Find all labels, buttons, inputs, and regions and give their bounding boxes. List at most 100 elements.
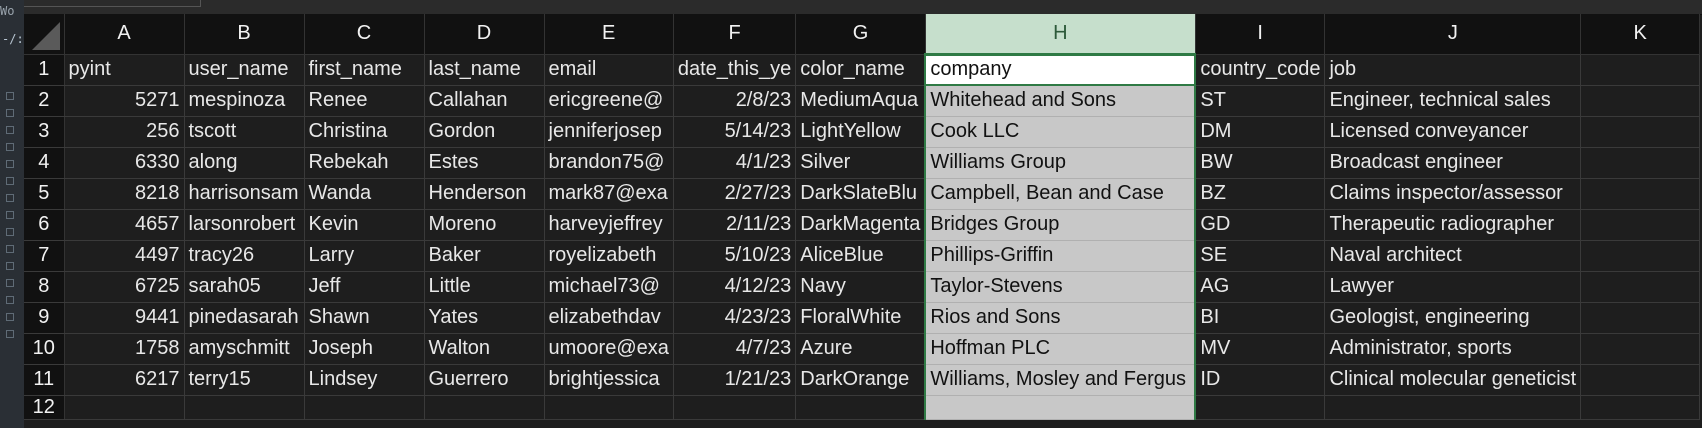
cell-e3[interactable]: jenniferjosep <box>544 116 674 148</box>
cell-c12[interactable] <box>304 395 425 420</box>
column-header-a[interactable]: A <box>64 14 185 55</box>
cell-k12[interactable] <box>1580 395 1701 420</box>
cell-h1[interactable]: company <box>924 53 1197 86</box>
cell-i12[interactable] <box>1195 395 1326 420</box>
cell-a2[interactable]: 5271 <box>64 85 185 117</box>
cell-g6[interactable]: DarkMagenta <box>795 209 926 241</box>
cell-a7[interactable]: 4497 <box>64 240 185 272</box>
cell-f8[interactable]: 4/12/23 <box>673 271 797 303</box>
cell-c11[interactable]: Lindsey <box>304 364 425 396</box>
cell-f12[interactable] <box>673 395 797 420</box>
cell-k7[interactable] <box>1580 240 1701 272</box>
cell-c6[interactable]: Kevin <box>304 209 425 241</box>
cell-j10[interactable]: Administrator, sports <box>1324 333 1582 365</box>
row-header-7[interactable]: 7 <box>24 240 65 272</box>
cell-b7[interactable]: tracy26 <box>184 240 305 272</box>
cell-c9[interactable]: Shawn <box>304 302 425 334</box>
cell-b9[interactable]: pinedasarah <box>184 302 305 334</box>
cell-f4[interactable]: 4/1/23 <box>673 147 797 179</box>
cell-a1[interactable]: pyint <box>64 54 185 86</box>
cell-k5[interactable] <box>1580 178 1701 210</box>
cell-j2[interactable]: Engineer, technical sales <box>1324 85 1582 117</box>
cell-k4[interactable] <box>1580 147 1701 179</box>
cell-h8[interactable]: Taylor-Stevens <box>924 271 1197 303</box>
cell-c7[interactable]: Larry <box>304 240 425 272</box>
cell-b8[interactable]: sarah05 <box>184 271 305 303</box>
cell-k2[interactable] <box>1580 85 1701 117</box>
row-header-1[interactable]: 1 <box>24 54 65 86</box>
cell-a6[interactable]: 4657 <box>64 209 185 241</box>
cell-a10[interactable]: 1758 <box>64 333 185 365</box>
cell-d4[interactable]: Estes <box>424 147 545 179</box>
cell-f11[interactable]: 1/21/23 <box>673 364 797 396</box>
cell-f9[interactable]: 4/23/23 <box>673 302 797 334</box>
cell-i4[interactable]: BW <box>1195 147 1326 179</box>
cell-d1[interactable]: last_name <box>424 54 545 86</box>
cell-f2[interactable]: 2/8/23 <box>673 85 797 117</box>
cell-f5[interactable]: 2/27/23 <box>673 178 797 210</box>
row-header-5[interactable]: 5 <box>24 178 65 210</box>
cell-b1[interactable]: user_name <box>184 54 305 86</box>
cell-d2[interactable]: Callahan <box>424 85 545 117</box>
column-header-g[interactable]: G <box>795 14 926 55</box>
cell-j4[interactable]: Broadcast engineer <box>1324 147 1582 179</box>
cell-b6[interactable]: larsonrobert <box>184 209 305 241</box>
cell-k6[interactable] <box>1580 209 1701 241</box>
cell-j8[interactable]: Lawyer <box>1324 271 1582 303</box>
cell-j6[interactable]: Therapeutic radiographer <box>1324 209 1582 241</box>
cell-g9[interactable]: FloralWhite <box>795 302 926 334</box>
cell-b5[interactable]: harrisonsam <box>184 178 305 210</box>
cell-c5[interactable]: Wanda <box>304 178 425 210</box>
cell-h9[interactable]: Rios and Sons <box>924 302 1197 334</box>
cell-g3[interactable]: LightYellow <box>795 116 926 148</box>
cell-d12[interactable] <box>424 395 545 420</box>
cell-a9[interactable]: 9441 <box>64 302 185 334</box>
cell-h2[interactable]: Whitehead and Sons <box>924 85 1197 117</box>
column-header-k[interactable]: K <box>1580 14 1701 55</box>
cell-a3[interactable]: 256 <box>64 116 185 148</box>
cell-d3[interactable]: Gordon <box>424 116 545 148</box>
row-header-8[interactable]: 8 <box>24 271 65 303</box>
cell-k1[interactable] <box>1580 54 1701 86</box>
cell-d5[interactable]: Henderson <box>424 178 545 210</box>
cell-i9[interactable]: BI <box>1195 302 1326 334</box>
cell-f3[interactable]: 5/14/23 <box>673 116 797 148</box>
cell-g4[interactable]: Silver <box>795 147 926 179</box>
cell-d11[interactable]: Guerrero <box>424 364 545 396</box>
cell-b11[interactable]: terry15 <box>184 364 305 396</box>
cell-a5[interactable]: 8218 <box>64 178 185 210</box>
cell-h12[interactable] <box>924 395 1197 420</box>
cell-h6[interactable]: Bridges Group <box>924 209 1197 241</box>
cell-c1[interactable]: first_name <box>304 54 425 86</box>
cell-j7[interactable]: Naval architect <box>1324 240 1582 272</box>
cell-a11[interactable]: 6217 <box>64 364 185 396</box>
cell-h10[interactable]: Hoffman PLC <box>924 333 1197 365</box>
cell-h7[interactable]: Phillips-Griffin <box>924 240 1197 272</box>
cell-c3[interactable]: Christina <box>304 116 425 148</box>
cell-i7[interactable]: SE <box>1195 240 1326 272</box>
cell-f1[interactable]: date_this_ye <box>673 54 797 86</box>
cell-k8[interactable] <box>1580 271 1701 303</box>
cell-i3[interactable]: DM <box>1195 116 1326 148</box>
cell-k9[interactable] <box>1580 302 1701 334</box>
cell-e7[interactable]: royelizabeth <box>544 240 674 272</box>
cell-h3[interactable]: Cook LLC <box>924 116 1197 148</box>
cell-e6[interactable]: harveyjeffrey <box>544 209 674 241</box>
cell-i2[interactable]: ST <box>1195 85 1326 117</box>
cell-j3[interactable]: Licensed conveyancer <box>1324 116 1582 148</box>
column-header-d[interactable]: D <box>424 14 545 55</box>
cell-a8[interactable]: 6725 <box>64 271 185 303</box>
cell-d6[interactable]: Moreno <box>424 209 545 241</box>
spreadsheet-grid[interactable]: A B C D E F G H I J K 1 pyint user_name first_name last… <box>24 14 1701 420</box>
cell-a4[interactable]: 6330 <box>64 147 185 179</box>
row-header-10[interactable]: 10 <box>24 333 65 365</box>
cell-c2[interactable]: Renee <box>304 85 425 117</box>
cell-i8[interactable]: AG <box>1195 271 1326 303</box>
row-header-12[interactable]: 12 <box>24 395 65 420</box>
cell-j9[interactable]: Geologist, engineering <box>1324 302 1582 334</box>
cell-g2[interactable]: MediumAqua <box>795 85 926 117</box>
cell-g12[interactable] <box>795 395 926 420</box>
cell-h11[interactable]: Williams, Mosley and Fergus <box>924 364 1197 396</box>
row-header-9[interactable]: 9 <box>24 302 65 334</box>
cell-e4[interactable]: brandon75@ <box>544 147 674 179</box>
